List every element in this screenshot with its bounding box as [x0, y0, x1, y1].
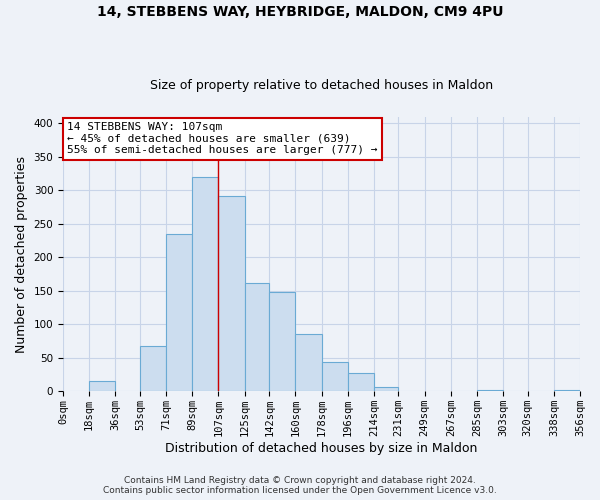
Bar: [192, 177, 218, 392]
Y-axis label: Number of detached properties: Number of detached properties: [15, 156, 28, 352]
Bar: [218, 196, 245, 392]
Text: Contains public sector information licensed under the Open Government Licence v3: Contains public sector information licen…: [103, 486, 497, 495]
Bar: [140, 346, 166, 392]
Text: Contains HM Land Registry data © Crown copyright and database right 2024.: Contains HM Land Registry data © Crown c…: [124, 476, 476, 485]
X-axis label: Distribution of detached houses by size in Maldon: Distribution of detached houses by size …: [166, 442, 478, 455]
Text: 14 STEBBENS WAY: 107sqm
← 45% of detached houses are smaller (639)
55% of semi-d: 14 STEBBENS WAY: 107sqm ← 45% of detache…: [67, 122, 378, 156]
Bar: [166, 234, 192, 392]
Bar: [374, 386, 398, 392]
Bar: [554, 390, 580, 392]
Bar: [295, 334, 322, 392]
Bar: [477, 390, 503, 392]
Title: Size of property relative to detached houses in Maldon: Size of property relative to detached ho…: [150, 79, 493, 92]
Bar: [347, 372, 374, 392]
Bar: [89, 382, 115, 392]
Text: 14, STEBBENS WAY, HEYBRIDGE, MALDON, CM9 4PU: 14, STEBBENS WAY, HEYBRIDGE, MALDON, CM9…: [97, 5, 503, 19]
Bar: [245, 283, 269, 392]
Bar: [322, 362, 347, 392]
Bar: [269, 292, 295, 392]
